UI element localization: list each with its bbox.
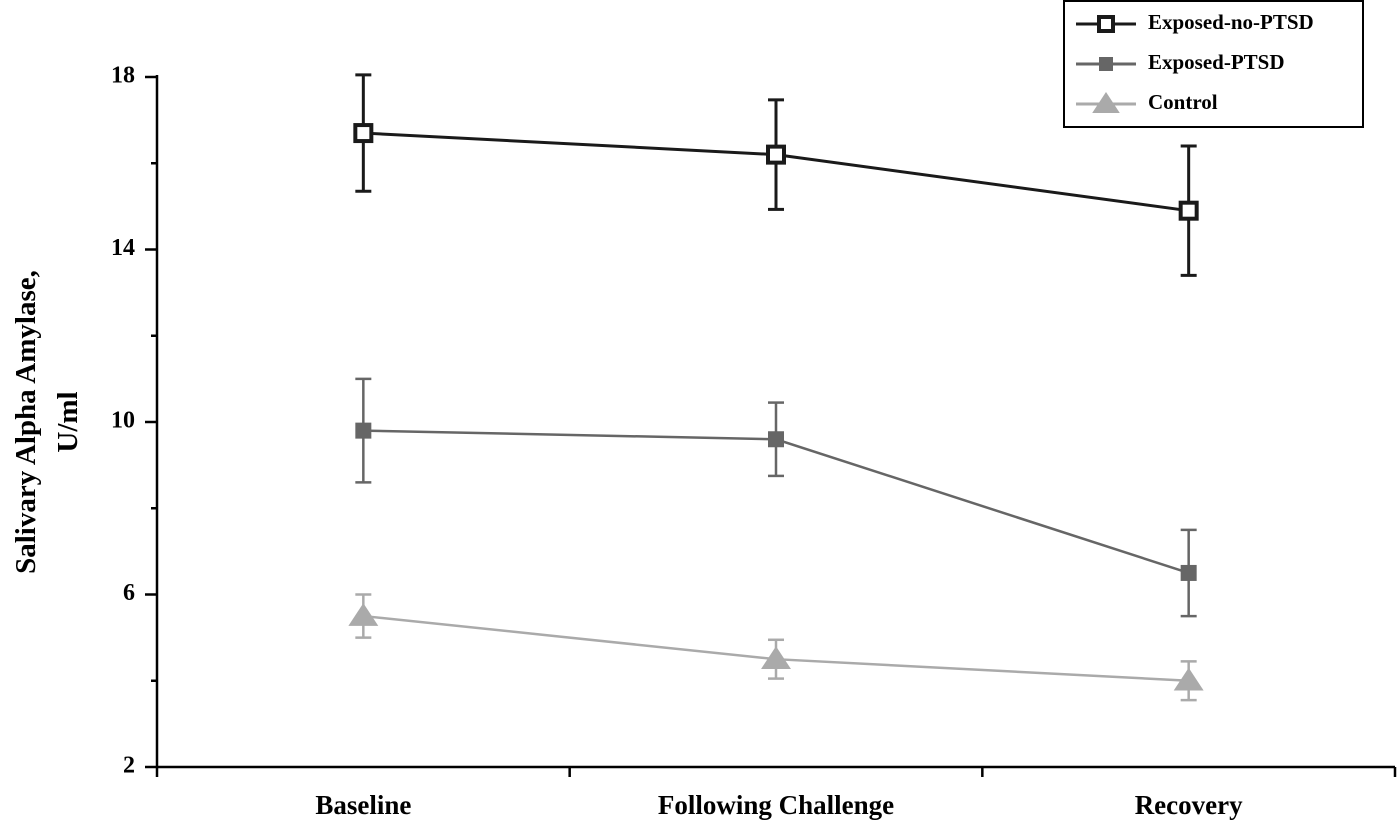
marker [766,144,786,165]
legend-label: Exposed-PTSD [1148,50,1285,74]
marker [768,431,784,448]
marker [355,422,372,439]
y-tick-label: 18 [111,63,135,89]
marker [1097,15,1115,33]
x-tick-label: Baseline [315,790,411,820]
legend-label: Control [1148,90,1218,114]
marker [1178,200,1199,221]
marker [1092,92,1120,113]
marker [348,603,379,626]
y-tick-label: 14 [111,235,135,261]
y-axis-label-line: Salivary Alpha Amylase, [10,270,42,574]
y-axis-label-line: U/ml [52,391,84,452]
marker [353,123,374,144]
marker [1173,667,1204,691]
marker [1180,564,1197,581]
x-tick-label: Recovery [1135,790,1243,820]
legend-label: Exposed-no-PTSD [1148,10,1314,34]
x-tick-label: Following Challenge [658,790,894,820]
y-tick-label: 10 [111,408,135,434]
y-tick-label: 6 [123,580,135,606]
marker [1099,57,1113,71]
marker [761,646,791,669]
y-axis-label: Salivary Alpha Amylase, U/ml [10,270,84,574]
y-tick-label: 2 [123,753,135,779]
